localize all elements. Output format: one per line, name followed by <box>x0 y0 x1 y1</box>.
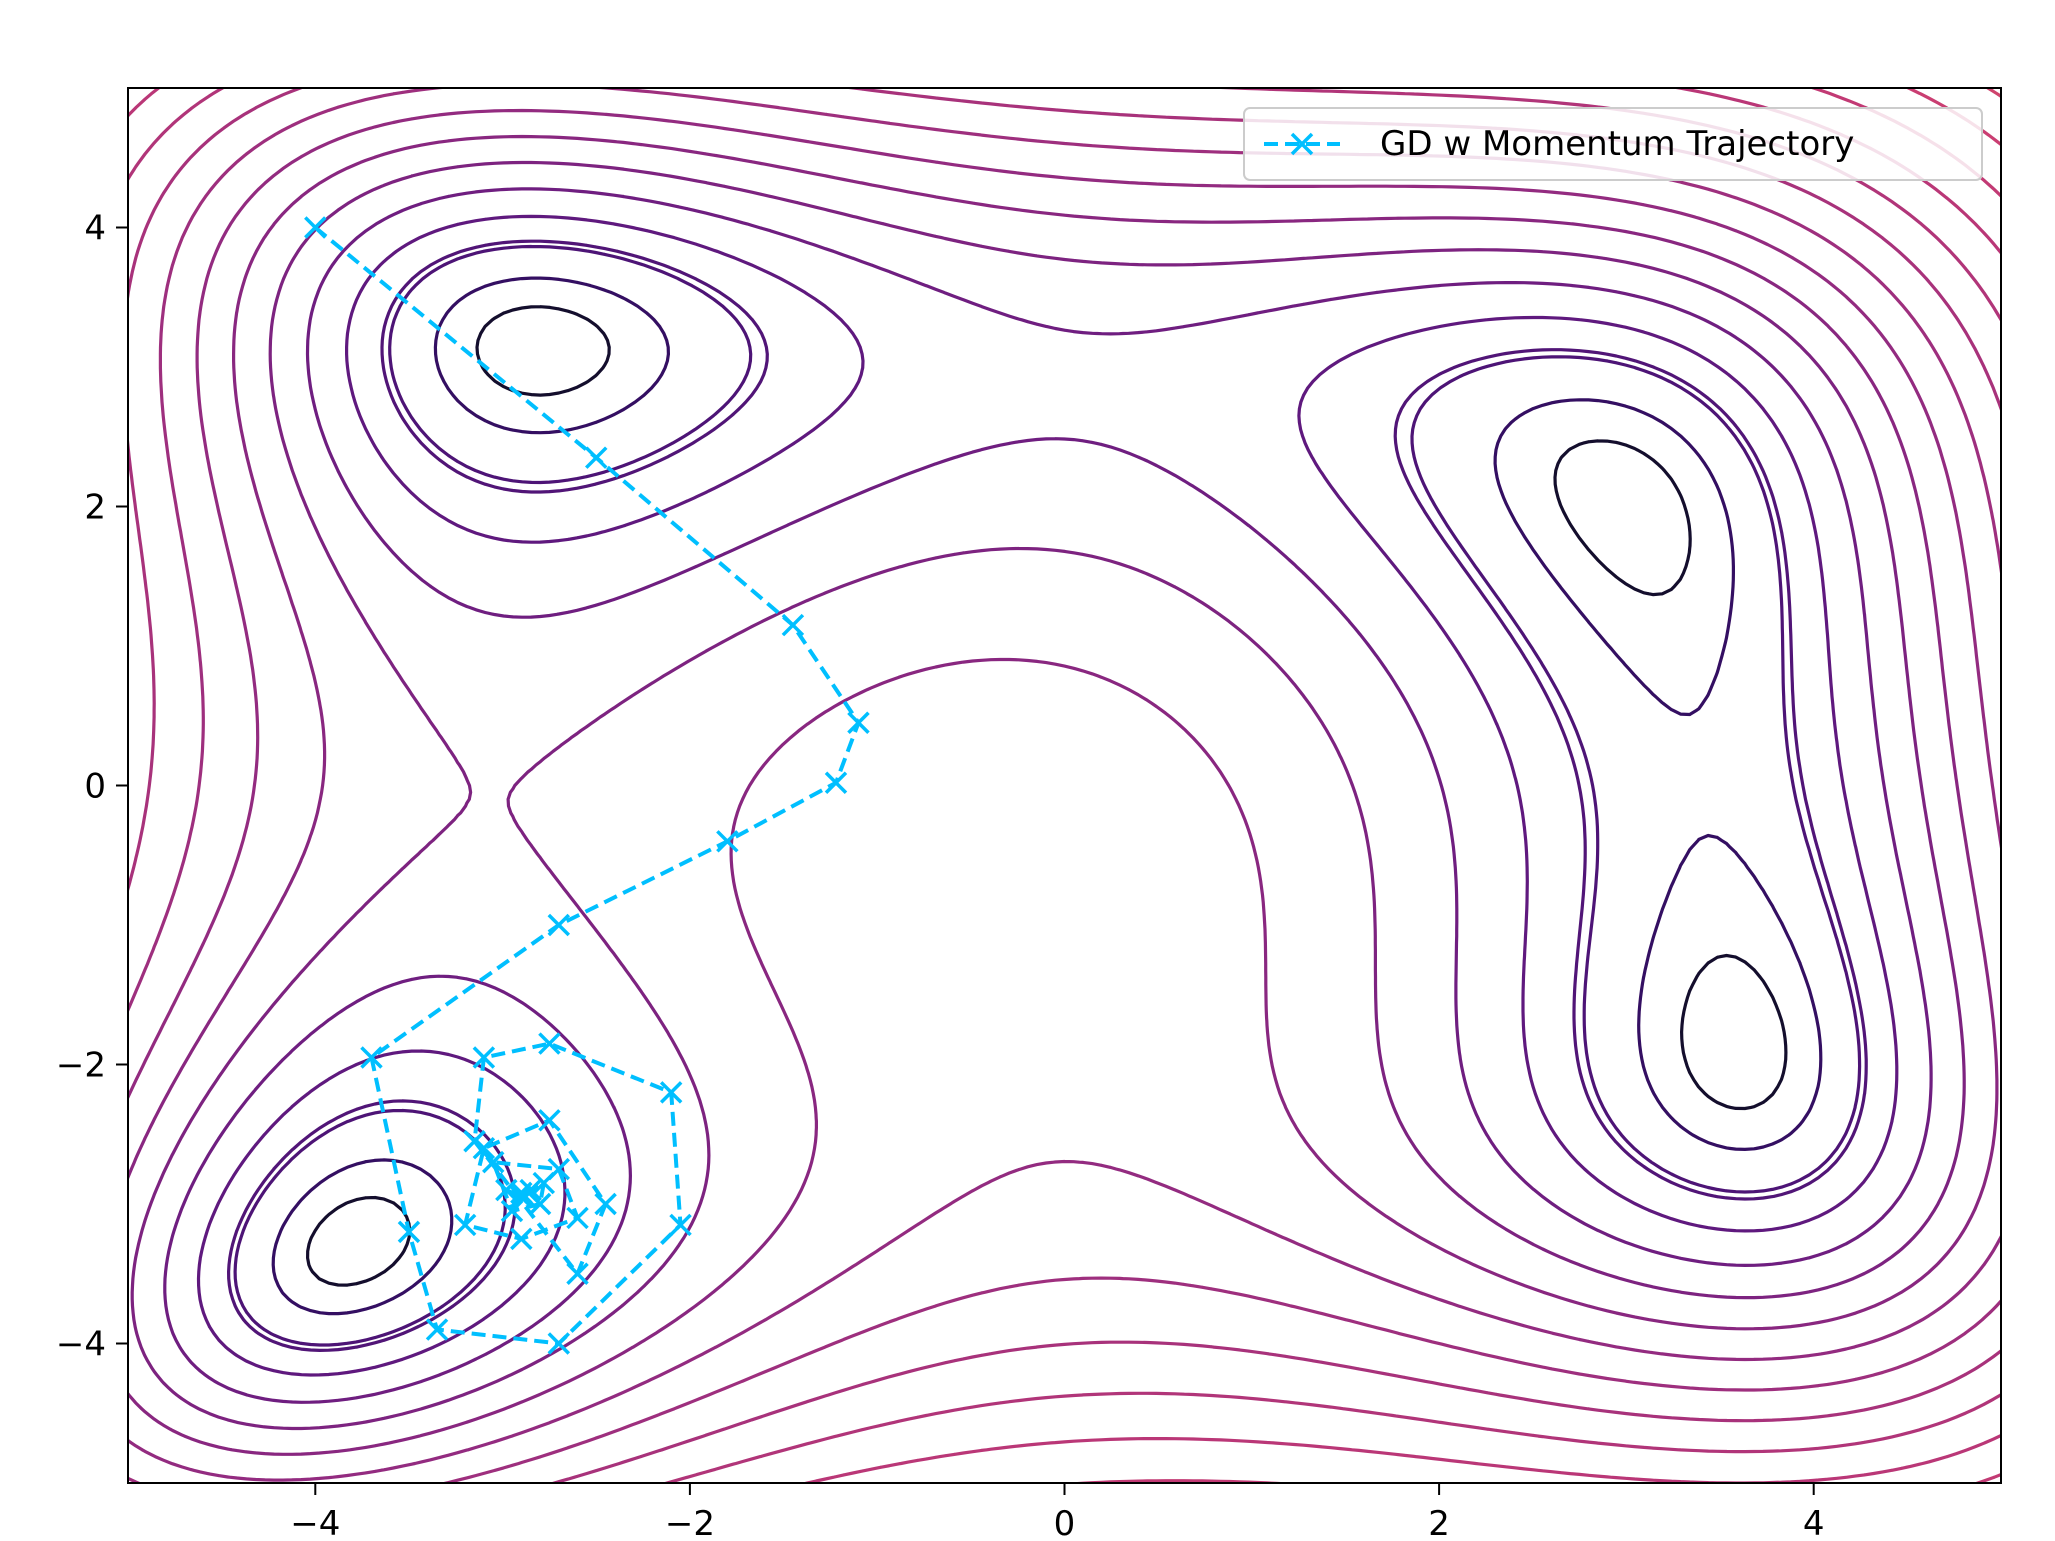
y-tick-label: −4 <box>56 1325 106 1365</box>
y-tick-label: 0 <box>84 767 106 807</box>
x-tick-label: 2 <box>1428 1504 1450 1541</box>
trajectory-point <box>547 913 571 937</box>
y-axis: −4 −2 0 2 4 <box>56 209 128 1365</box>
trajectory-point <box>538 1032 561 1055</box>
trajectory-point <box>566 1262 589 1285</box>
trajectory-point <box>360 1046 383 1069</box>
trajectory-series <box>304 216 870 1355</box>
x-tick-label: −4 <box>290 1504 340 1541</box>
x-tick-label: −2 <box>665 1504 715 1541</box>
y-tick-label: 2 <box>84 488 106 528</box>
trajectory-point <box>453 1213 477 1237</box>
contour-level-6 <box>163 187 1933 1404</box>
trajectory-point <box>528 1192 552 1216</box>
trajectory-point <box>538 1109 561 1132</box>
trajectory-point <box>669 1213 692 1237</box>
trajectory-point <box>716 830 739 853</box>
contour-level-12 <box>128 88 2001 1483</box>
y-tick-label: 4 <box>84 209 106 249</box>
contour-level-16 <box>1984 88 2001 99</box>
trajectory-point <box>532 1171 556 1195</box>
contour-level-5 <box>196 214 1899 1377</box>
trajectory-point <box>594 1192 617 1216</box>
trajectory-point <box>547 1332 571 1355</box>
trajectory-point <box>481 1150 505 1174</box>
legend-label: GD w Momentum Trajectory <box>1380 124 1854 164</box>
x-tick-label: 4 <box>1803 1504 1825 1541</box>
legend-x-marker <box>1290 132 1314 156</box>
trajectory-point <box>585 446 608 469</box>
y-tick-label: −2 <box>56 1046 106 1086</box>
trajectory-point <box>425 1318 449 1341</box>
trajectory-point <box>304 216 327 239</box>
trajectory-point <box>824 771 848 794</box>
contour-level-8 <box>128 134 1999 1456</box>
trajectory-point <box>566 1206 589 1230</box>
trajectory-point <box>472 1136 496 1160</box>
x-tick-label: 0 <box>1054 1504 1076 1541</box>
x-axis: −4 −2 0 2 4 <box>290 1483 1825 1541</box>
trajectory-point <box>397 1220 421 1244</box>
legend-box <box>1243 107 1983 181</box>
contour-level-2 <box>271 276 1823 1316</box>
contour-level-3 <box>227 239 1868 1352</box>
trajectory-point <box>659 1081 683 1104</box>
trajectory-point <box>847 711 870 734</box>
trajectory-point <box>510 1181 533 1205</box>
contour-level-7 <box>130 160 1966 1431</box>
legend: GD w Momentum Trajectory <box>1243 107 1983 181</box>
trajectory-point <box>781 613 805 637</box>
contour-level-9 <box>128 108 2001 1482</box>
contour-level-10 <box>128 88 2001 1483</box>
trajectory-point <box>510 1227 533 1251</box>
trajectory-point <box>472 1046 496 1069</box>
